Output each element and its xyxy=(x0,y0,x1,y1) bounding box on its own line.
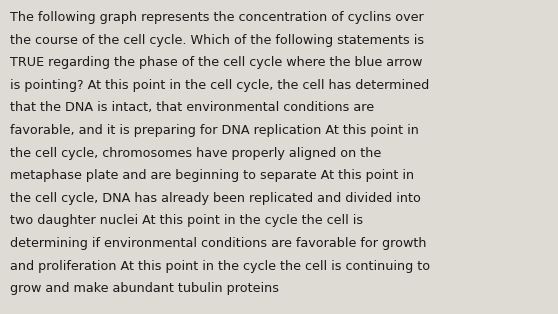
Text: favorable, and it is preparing for DNA replication At this point in: favorable, and it is preparing for DNA r… xyxy=(10,124,419,137)
Text: and proliferation At this point in the cycle the cell is continuing to: and proliferation At this point in the c… xyxy=(10,260,430,273)
Text: grow and make abundant tubulin proteins: grow and make abundant tubulin proteins xyxy=(10,282,279,295)
Text: is pointing? At this point in the cell cycle, the cell has determined: is pointing? At this point in the cell c… xyxy=(10,79,429,92)
Text: that the DNA is intact, that environmental conditions are: that the DNA is intact, that environment… xyxy=(10,101,374,114)
Text: metaphase plate and are beginning to separate At this point in: metaphase plate and are beginning to sep… xyxy=(10,169,414,182)
Text: TRUE regarding the phase of the cell cycle where the blue arrow: TRUE regarding the phase of the cell cyc… xyxy=(10,56,422,69)
Text: the cell cycle, DNA has already been replicated and divided into: the cell cycle, DNA has already been rep… xyxy=(10,192,421,205)
Text: the course of the cell cycle. Which of the following statements is: the course of the cell cycle. Which of t… xyxy=(10,34,424,46)
Text: two daughter nuclei At this point in the cycle the cell is: two daughter nuclei At this point in the… xyxy=(10,214,363,227)
Text: The following graph represents the concentration of cyclins over: The following graph represents the conce… xyxy=(10,11,424,24)
Text: the cell cycle, chromosomes have properly aligned on the: the cell cycle, chromosomes have properl… xyxy=(10,147,381,160)
Text: determining if environmental conditions are favorable for growth: determining if environmental conditions … xyxy=(10,237,426,250)
